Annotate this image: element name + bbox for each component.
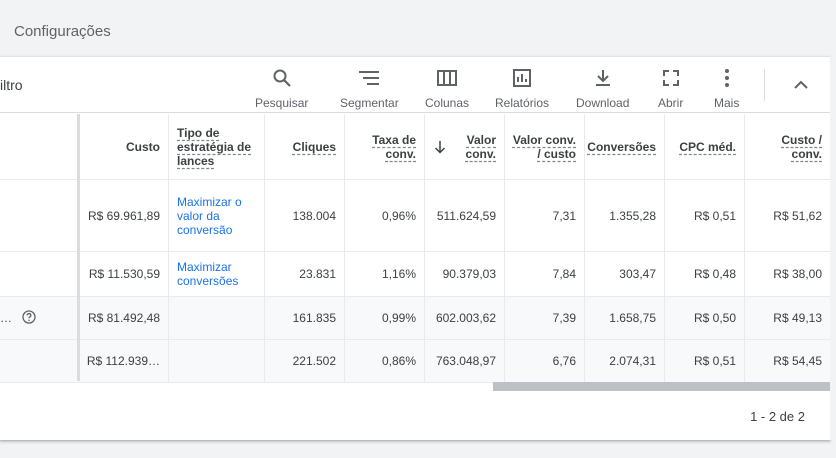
- cell-custo-conv: R$ 51,62: [773, 208, 822, 223]
- table-card: iltro Pesquisar Segmentar Colunas Relató…: [0, 57, 830, 440]
- col-header-cpc[interactable]: CPC méd.: [665, 114, 745, 179]
- cell-cliques: 23.831: [265, 252, 345, 296]
- chevron-up-icon: [794, 80, 808, 89]
- total-row: R$ 112.939… 221.502 0,86% 763.048,97 6,7…: [0, 340, 830, 383]
- reports-button[interactable]: Relatórios: [495, 63, 549, 111]
- reports-label: Relatórios: [495, 96, 550, 110]
- cell-conversoes: 2.074,31: [585, 340, 665, 382]
- download-label: Download: [576, 96, 630, 110]
- columns-icon: [435, 66, 459, 90]
- cell-custo-conv: R$ 38,00: [773, 267, 822, 281]
- total-label-truncated: …: [0, 311, 12, 325]
- cell-conversoes: 303,47: [585, 252, 665, 296]
- cell-taxa: 0,96%: [345, 180, 425, 251]
- cell-estrategia: Maximizar o valor da conversão: [169, 180, 265, 251]
- cell-conversoes: 1.658,75: [585, 297, 665, 339]
- cell-valor-custo: 7,39: [505, 297, 585, 339]
- cell-cliques: 161.835: [265, 297, 345, 339]
- col-header-valor-conv[interactable]: Valor conv.: [425, 114, 505, 179]
- cell-valor: 90.379,03: [425, 252, 505, 296]
- segment-button[interactable]: Segmentar: [340, 63, 399, 111]
- sort-desc-icon: [434, 140, 446, 154]
- col-header-conversoes[interactable]: Conversões: [585, 114, 665, 179]
- search-label: Pesquisar: [255, 96, 309, 110]
- cell-taxa: 1,16%: [345, 252, 425, 296]
- cell-cpc: R$ 0,51: [665, 340, 745, 382]
- cell-cliques: 138.004: [265, 180, 345, 251]
- segment-label: Segmentar: [340, 96, 399, 110]
- columns-label: Colunas: [425, 96, 470, 110]
- col-header-estrategia[interactable]: Tipo de estratégia de lances: [169, 114, 265, 179]
- table-row: R$ 11.530,59 Maximizar conversões 23.831…: [0, 252, 830, 297]
- search-button[interactable]: Pesquisar: [255, 63, 308, 111]
- cell-estrategia: [169, 340, 265, 382]
- cell-valor: 602.003,62: [425, 297, 505, 339]
- more-label: Mais: [714, 96, 740, 110]
- expand-button[interactable]: Abrir: [658, 63, 683, 111]
- bid-strategy-link[interactable]: Maximizar conversões: [177, 260, 239, 288]
- download-button[interactable]: Download: [576, 63, 629, 111]
- more-button[interactable]: Mais: [714, 63, 739, 111]
- cell-valor: 511.624,59: [425, 180, 505, 251]
- col-header-custo[interactable]: Custo: [80, 114, 169, 179]
- page-title: Configurações: [14, 23, 111, 40]
- toolbar-divider: [764, 69, 765, 101]
- reports-icon: [510, 66, 534, 90]
- segment-icon: [357, 66, 381, 90]
- more-vert-icon: [715, 66, 739, 90]
- cell-cliques: 221.502: [265, 340, 345, 382]
- cell-custo-conv: R$ 54,45: [773, 354, 822, 368]
- cell-estrategia: Maximizar conversões: [169, 252, 265, 296]
- horizontal-scrollbar[interactable]: [493, 382, 830, 391]
- cell-custo: R$ 81.492,48: [80, 297, 169, 339]
- cell-taxa: 0,86%: [345, 340, 425, 382]
- download-icon: [591, 66, 615, 90]
- filter-button[interactable]: iltro: [0, 77, 23, 93]
- columns-button[interactable]: Colunas: [425, 63, 469, 111]
- cell-taxa: 0,99%: [345, 297, 425, 339]
- top-bar: Configurações: [0, 0, 836, 57]
- cell-custo: R$ 69.961,89: [80, 180, 169, 251]
- table-toolbar: iltro Pesquisar Segmentar Colunas Relató…: [0, 57, 830, 113]
- pagination-status: 1 - 2 de 2: [750, 409, 805, 424]
- cell-cpc: R$ 0,48: [665, 252, 745, 296]
- cell-cpc: R$ 0,51: [665, 180, 745, 251]
- col-header-taxa-conv[interactable]: Taxa de conv.: [345, 114, 425, 179]
- col-header-custo-conv[interactable]: Custo / conv.: [781, 132, 822, 161]
- cell-custo-conv: R$ 49,13: [773, 311, 822, 325]
- cell-valor: 763.048,97: [425, 340, 505, 382]
- cell-valor-custo: 7,31: [505, 180, 585, 251]
- col-header-valor-custo[interactable]: Valor conv. / custo: [505, 114, 585, 179]
- cell-valor-custo: 6,76: [505, 340, 585, 382]
- frozen-column-divider[interactable]: [77, 114, 80, 381]
- cell-valor-custo: 7,84: [505, 252, 585, 296]
- vertical-scrollbar[interactable]: [830, 57, 836, 440]
- expand-label: Abrir: [658, 96, 684, 110]
- cell-custo: R$ 11.530,59: [80, 252, 169, 296]
- cell-cpc: R$ 0,50: [665, 297, 745, 339]
- cell-estrategia: [169, 297, 265, 339]
- collapse-button[interactable]: [789, 73, 813, 97]
- cell-conversoes: 1.355,28: [585, 180, 665, 251]
- cell-custo: R$ 112.939…: [80, 340, 169, 382]
- total-row: … R$ 81.492,48 161.835 0,99% 602.003,62 …: [0, 297, 830, 340]
- table-header-row: Custo Tipo de estratégia de lances Cliqu…: [0, 114, 830, 180]
- col-header-cliques[interactable]: Cliques: [265, 114, 345, 179]
- search-icon: [270, 66, 294, 90]
- table-row: R$ 69.961,89 Maximizar o valor da conver…: [0, 180, 830, 252]
- help-icon[interactable]: [22, 310, 36, 324]
- expand-icon: [659, 66, 683, 90]
- bid-strategy-link[interactable]: Maximizar o valor da conversão: [177, 194, 242, 237]
